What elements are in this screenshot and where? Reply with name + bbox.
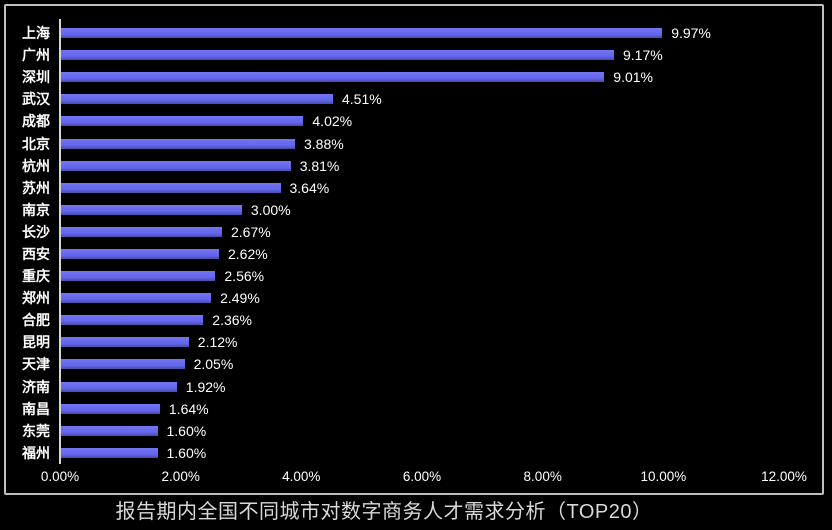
category-label: 济南 xyxy=(22,378,50,395)
chart-title: 报告期内全国不同城市对数字商务人才需求分析（TOP20） xyxy=(115,501,653,523)
value-label: 1.60% xyxy=(166,444,207,461)
value-label: 2.49% xyxy=(220,290,260,307)
x-tick-label: 2.00% xyxy=(161,469,200,484)
bar xyxy=(61,50,614,61)
x-tick-label: 12.00% xyxy=(761,469,807,484)
value-label: 2.56% xyxy=(224,268,265,285)
value-label: 2.36% xyxy=(212,312,252,329)
bar-row: 杭州 3.81% xyxy=(6,155,822,177)
bar-row: 成都 4.02% xyxy=(6,110,822,132)
bar-row: 南昌 1.64% xyxy=(6,398,822,420)
category-label: 昆明 xyxy=(22,334,50,351)
bar-row: 郑州 2.49% xyxy=(6,287,822,309)
bar-row: 济南 1.92% xyxy=(6,376,822,398)
value-label: 4.51% xyxy=(342,91,382,108)
category-label: 成都 xyxy=(22,113,50,130)
bar xyxy=(61,248,219,259)
value-label: 1.92% xyxy=(185,378,226,395)
x-axis-tick-labels: 0.00% 2.00% 4.00% 6.00% 8.00% 10.00% 12.00% xyxy=(6,469,822,487)
bar xyxy=(61,359,185,370)
bar xyxy=(61,293,212,304)
value-label: 3.81% xyxy=(299,157,340,174)
category-label: 武汉 xyxy=(22,91,50,108)
x-tick-label: 10.00% xyxy=(640,469,687,484)
bar-row: 深圳 9.01% xyxy=(6,66,822,88)
value-label: 9.01% xyxy=(613,69,653,86)
bar xyxy=(61,315,204,326)
bar-row: 上海 9.97% xyxy=(6,22,822,44)
bar-row: 广州 9.17% xyxy=(6,44,822,66)
value-label: 2.67% xyxy=(231,223,271,240)
bar-row: 北京 3.88% xyxy=(6,132,822,154)
bar xyxy=(61,447,158,458)
bar-row: 南京 3.00% xyxy=(6,199,822,221)
value-label: 1.64% xyxy=(168,400,209,417)
bar xyxy=(61,116,304,127)
bar-row: 福州 1.60% xyxy=(6,442,822,464)
bar xyxy=(61,425,158,436)
bar xyxy=(61,28,663,39)
value-label: 4.02% xyxy=(312,113,353,130)
y-axis-line xyxy=(59,19,61,464)
bar-row: 西安 2.62% xyxy=(6,243,822,265)
value-label: 2.62% xyxy=(228,245,268,262)
bar xyxy=(61,226,222,237)
bar-rows: 上海 9.97% 广州 9.17% 深圳 9.01% 武汉 4.51% 成都 4.02% 北京 3.8… xyxy=(6,22,822,464)
bar-row: 长沙 2.67% xyxy=(6,221,822,243)
value-label: 9.17% xyxy=(623,47,663,64)
category-label: 北京 xyxy=(22,135,50,152)
bar xyxy=(61,72,605,83)
bar-row: 天津 2.05% xyxy=(6,353,822,375)
category-label: 天津 xyxy=(22,356,50,373)
x-tick-label: 4.00% xyxy=(282,469,321,484)
category-label: 重庆 xyxy=(22,268,50,285)
category-label: 郑州 xyxy=(22,290,50,307)
category-label: 上海 xyxy=(22,25,50,42)
bar-row: 合肥 2.36% xyxy=(6,309,822,331)
category-label: 长沙 xyxy=(22,223,50,240)
category-label: 苏州 xyxy=(22,179,50,196)
bar xyxy=(61,337,189,348)
bar xyxy=(61,138,295,149)
category-label: 深圳 xyxy=(22,69,50,86)
plot-frame: 上海 9.97% 广州 9.17% 深圳 9.01% 武汉 4.51% 成都 4.02% 北京 3.8… xyxy=(4,4,824,495)
value-label: 2.05% xyxy=(193,356,234,373)
category-label: 南京 xyxy=(22,201,50,218)
category-label: 南昌 xyxy=(22,400,50,417)
bar xyxy=(61,271,216,282)
value-label: 3.00% xyxy=(250,201,291,218)
bar xyxy=(61,94,333,105)
bar xyxy=(61,403,160,414)
category-label: 杭州 xyxy=(22,157,50,174)
value-label: 1.60% xyxy=(166,422,207,439)
category-label: 广州 xyxy=(22,47,50,64)
bar xyxy=(61,160,291,171)
category-label: 东莞 xyxy=(22,422,50,439)
x-tick-label: 0.00% xyxy=(40,469,80,484)
bar-row: 昆明 2.12% xyxy=(6,331,822,353)
category-label: 合肥 xyxy=(22,312,50,329)
bar xyxy=(61,182,281,193)
value-label: 2.12% xyxy=(197,334,238,351)
bar-row: 武汉 4.51% xyxy=(6,88,822,110)
bar xyxy=(61,204,242,215)
bar xyxy=(61,381,177,392)
bar-row: 苏州 3.64% xyxy=(6,177,822,199)
x-tick-label: 6.00% xyxy=(402,469,442,484)
value-label: 9.97% xyxy=(671,25,711,42)
bar-row: 东莞 1.60% xyxy=(6,420,822,442)
category-label: 西安 xyxy=(22,245,50,262)
value-label: 3.64% xyxy=(289,179,330,196)
bar-row: 重庆 2.56% xyxy=(6,265,822,287)
category-label: 福州 xyxy=(22,444,50,461)
x-tick-label: 8.00% xyxy=(523,469,562,484)
value-label: 3.88% xyxy=(304,135,344,152)
